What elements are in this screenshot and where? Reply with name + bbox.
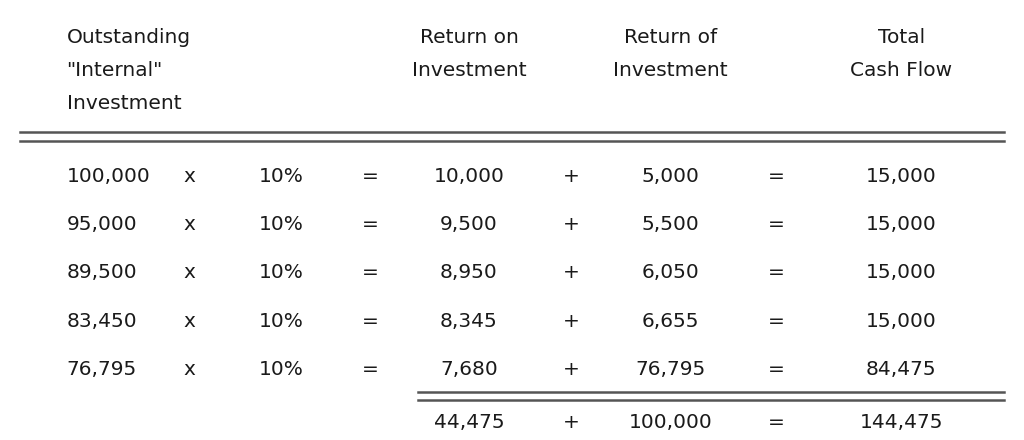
Text: =: = <box>362 263 379 282</box>
Text: 95,000: 95,000 <box>67 215 137 234</box>
Text: Cash Flow: Cash Flow <box>850 61 952 80</box>
Text: 10%: 10% <box>259 360 304 379</box>
Text: Return of: Return of <box>625 28 717 47</box>
Text: 83,450: 83,450 <box>67 312 137 331</box>
Text: =: = <box>362 312 379 331</box>
Text: +: + <box>563 215 580 234</box>
Text: 8,345: 8,345 <box>440 312 498 331</box>
Text: =: = <box>362 215 379 234</box>
Text: Return on: Return on <box>420 28 518 47</box>
Text: =: = <box>768 215 784 234</box>
Text: 15,000: 15,000 <box>865 215 937 234</box>
Text: Outstanding: Outstanding <box>67 28 190 47</box>
Text: =: = <box>768 413 784 432</box>
Text: 5,500: 5,500 <box>642 215 699 234</box>
Text: +: + <box>563 413 580 432</box>
Text: 76,795: 76,795 <box>636 360 706 379</box>
Text: "Internal": "Internal" <box>67 61 163 80</box>
Text: 100,000: 100,000 <box>629 413 713 432</box>
Text: =: = <box>362 166 379 186</box>
Text: x: x <box>183 215 196 234</box>
Text: 15,000: 15,000 <box>865 263 937 282</box>
Text: =: = <box>768 360 784 379</box>
Text: +: + <box>563 360 580 379</box>
Text: =: = <box>768 263 784 282</box>
Text: 144,475: 144,475 <box>859 413 943 432</box>
Text: 76,795: 76,795 <box>67 360 137 379</box>
Text: 15,000: 15,000 <box>865 312 937 331</box>
Text: x: x <box>183 360 196 379</box>
Text: 10,000: 10,000 <box>433 166 505 186</box>
Text: 44,475: 44,475 <box>434 413 504 432</box>
Text: =: = <box>768 166 784 186</box>
Text: 10%: 10% <box>259 312 304 331</box>
Text: 10%: 10% <box>259 263 304 282</box>
Text: 15,000: 15,000 <box>865 166 937 186</box>
Text: =: = <box>362 360 379 379</box>
Text: 10%: 10% <box>259 166 304 186</box>
Text: 5,000: 5,000 <box>642 166 699 186</box>
Text: 89,500: 89,500 <box>67 263 137 282</box>
Text: 6,655: 6,655 <box>642 312 699 331</box>
Text: Investment: Investment <box>613 61 728 80</box>
Text: +: + <box>563 312 580 331</box>
Text: x: x <box>183 263 196 282</box>
Text: Total: Total <box>878 28 925 47</box>
Text: 8,950: 8,950 <box>440 263 498 282</box>
Text: Investment: Investment <box>67 94 181 113</box>
Text: 9,500: 9,500 <box>440 215 498 234</box>
Text: =: = <box>768 312 784 331</box>
Text: 84,475: 84,475 <box>866 360 936 379</box>
Text: 6,050: 6,050 <box>642 263 699 282</box>
Text: 10%: 10% <box>259 215 304 234</box>
Text: +: + <box>563 263 580 282</box>
Text: x: x <box>183 312 196 331</box>
Text: 100,000: 100,000 <box>67 166 151 186</box>
Text: x: x <box>183 166 196 186</box>
Text: Investment: Investment <box>412 61 526 80</box>
Text: +: + <box>563 166 580 186</box>
Text: 7,680: 7,680 <box>440 360 498 379</box>
